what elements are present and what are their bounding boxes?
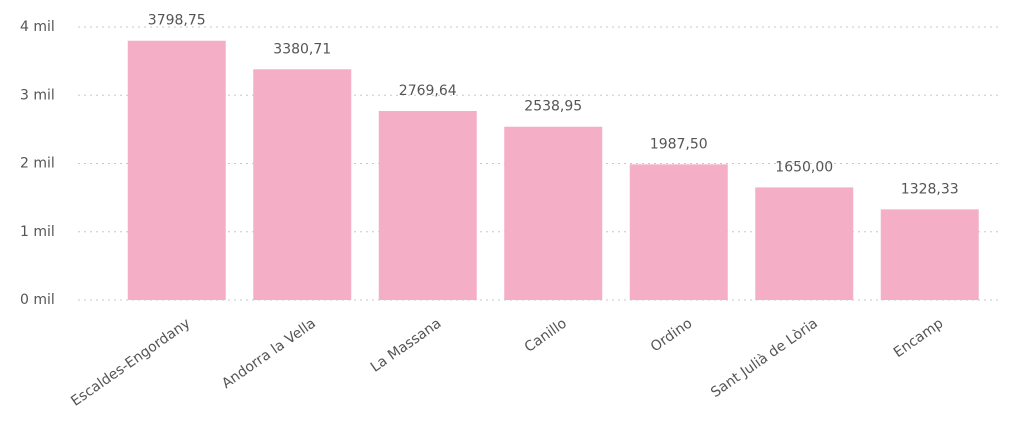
bar (755, 187, 854, 300)
y-tick-label: 0 mil (20, 292, 55, 308)
bar (253, 69, 352, 300)
bar (378, 110, 477, 300)
x-tick-label: Andorra la Vella (219, 315, 319, 392)
x-tick-label: Ordino (648, 315, 695, 355)
x-tick-label: Encamp (891, 315, 947, 361)
x-tick-label: Escaldes-Engordany (68, 315, 193, 409)
x-tick-label: Canillo (522, 315, 570, 355)
data-label: 1987,50 (650, 136, 708, 152)
bar (504, 126, 603, 300)
data-label: 1328,33 (901, 181, 959, 197)
data-label: 3380,71 (273, 41, 331, 57)
y-tick-label: 4 mil (20, 19, 55, 35)
data-label: 1650,00 (775, 159, 833, 175)
bar (880, 209, 979, 300)
bar (127, 40, 226, 300)
data-label: 2538,95 (524, 99, 582, 115)
y-tick-label: 1 mil (20, 224, 55, 240)
y-tick-label: 2 mil (20, 156, 55, 172)
x-tick-label: Sant Julià de Lòria (708, 315, 821, 401)
x-tick-label: La Massana (368, 315, 444, 375)
data-label: 3798,75 (148, 13, 206, 29)
bar (629, 164, 728, 300)
data-label: 2769,64 (399, 83, 457, 99)
y-tick-label: 3 mil (20, 87, 55, 103)
